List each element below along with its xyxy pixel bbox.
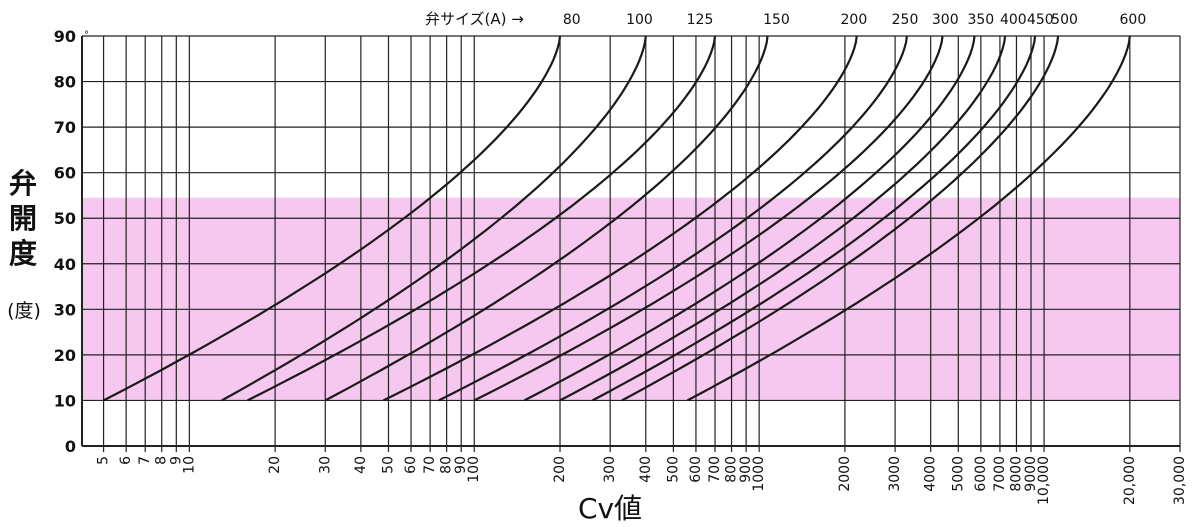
y-tick-label: 80 bbox=[54, 73, 76, 92]
x-tick-label: 2000 bbox=[837, 456, 853, 492]
curve-80 bbox=[103, 35, 562, 402]
series-label-200: 200 bbox=[841, 12, 868, 28]
series-label-300: 300 bbox=[932, 12, 959, 28]
curves bbox=[103, 35, 1131, 402]
x-tick-label: 5 bbox=[96, 456, 112, 465]
curve-600 bbox=[686, 35, 1131, 402]
x-tick-label: 400 bbox=[638, 456, 654, 483]
x-tick-label: 70 bbox=[422, 456, 438, 474]
degree-mark: ° bbox=[84, 30, 89, 41]
x-tick-label: 40 bbox=[353, 456, 369, 474]
x-tick-label: 800 bbox=[724, 456, 740, 483]
y-tick-labels: 0 10 20 30 40 50 60 70 80 90 bbox=[54, 27, 76, 456]
series-label-600: 600 bbox=[1120, 12, 1147, 28]
y-tick-label: 60 bbox=[54, 164, 76, 183]
x-tick-label: 200 bbox=[552, 456, 568, 483]
x-tick-label: 300 bbox=[602, 456, 618, 483]
y-tick-label: 30 bbox=[54, 300, 76, 319]
series-label-500: 500 bbox=[1051, 12, 1078, 28]
x-tick-label: 900 bbox=[738, 456, 754, 483]
series-label-250: 250 bbox=[892, 12, 919, 28]
x-tick-label: 5000 bbox=[950, 456, 966, 492]
x-tick-label: 90 bbox=[453, 456, 469, 474]
y-tick-label: 70 bbox=[54, 118, 76, 137]
series-label-100: 100 bbox=[626, 12, 653, 28]
y-tick-label: 90 bbox=[54, 27, 76, 46]
series-label-450: 450 bbox=[1027, 12, 1054, 28]
x-tick-label: 30,000 bbox=[1172, 456, 1188, 505]
curve-500 bbox=[621, 35, 1060, 402]
highlight-band bbox=[82, 197, 1180, 401]
x-tick-label: 50 bbox=[380, 456, 396, 474]
series-label-125: 125 bbox=[687, 12, 714, 28]
curve-400 bbox=[559, 35, 1007, 402]
y-tick-label: 50 bbox=[54, 209, 76, 228]
x-tick-label: 7000 bbox=[992, 456, 1008, 492]
x-tick-label: 9000 bbox=[1023, 456, 1039, 492]
x-tick-label: 20,000 bbox=[1122, 456, 1138, 505]
x-tick-label: 700 bbox=[707, 456, 723, 483]
y-tick-label: 0 bbox=[65, 437, 76, 456]
valve-size-header: 弁サイズ(A) → bbox=[425, 10, 524, 28]
x-tick-label: 20 bbox=[267, 456, 283, 474]
x-tick-label: 600 bbox=[688, 456, 704, 483]
x-tick-label: 10,000 bbox=[1036, 456, 1052, 505]
x-tick-label: 6000 bbox=[973, 456, 989, 492]
curve-150 bbox=[324, 35, 769, 402]
curve-450 bbox=[591, 35, 1037, 402]
y-axis-label-char-3: 度 bbox=[8, 237, 37, 270]
curve-350 bbox=[523, 35, 976, 402]
y-tick-label: 10 bbox=[54, 391, 76, 410]
y-tick-label: 40 bbox=[54, 255, 76, 274]
x-tick-label: 7 bbox=[137, 456, 153, 465]
curve-300 bbox=[473, 35, 944, 402]
x-tick-label: 30 bbox=[317, 456, 333, 474]
series-label-80: 80 bbox=[563, 12, 581, 28]
x-tick-label: 100 bbox=[466, 456, 482, 483]
curve-200 bbox=[382, 35, 858, 402]
curve-100 bbox=[221, 35, 647, 402]
y-axis-label-char-1: 弁 bbox=[8, 167, 37, 200]
x-tick-label: 8000 bbox=[1008, 456, 1024, 492]
series-label-150: 150 bbox=[763, 12, 790, 28]
x-tick-label: 3000 bbox=[887, 456, 903, 492]
series-label-350: 350 bbox=[967, 12, 994, 28]
x-tick-label: 80 bbox=[439, 456, 455, 474]
curve-125 bbox=[247, 35, 717, 402]
x-tick-label: 4000 bbox=[923, 456, 939, 492]
y-axis-unit: (度) bbox=[7, 300, 41, 322]
x-tick-label: 10 bbox=[181, 456, 197, 474]
y-tick-label: 20 bbox=[54, 346, 76, 365]
x-tick-label: 500 bbox=[665, 456, 681, 483]
y-axis-label-char-2: 開 bbox=[8, 202, 37, 235]
series-label-400: 400 bbox=[1000, 12, 1027, 28]
curve-250 bbox=[438, 35, 908, 402]
x-tick-label: 6 bbox=[118, 456, 134, 465]
x-axis-label: Cv値 bbox=[577, 492, 643, 525]
x-tick-label: 8 bbox=[154, 456, 170, 465]
x-tick-label: 60 bbox=[403, 456, 419, 474]
grid bbox=[81, 35, 1181, 452]
x-tick-label: 1000 bbox=[751, 456, 767, 492]
x-tick-label: 9 bbox=[168, 456, 184, 465]
